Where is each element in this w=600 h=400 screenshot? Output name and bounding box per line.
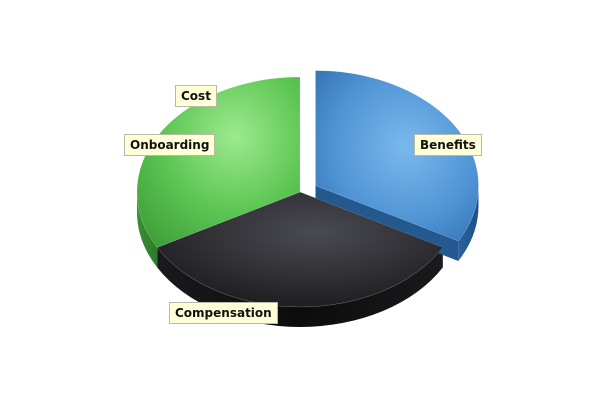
benefits-slice-side <box>458 185 479 261</box>
onboarding-label: Onboarding <box>124 134 216 156</box>
compensation-slice[interactable] <box>156 191 444 308</box>
benefits-slice[interactable] <box>315 70 479 242</box>
cost-slice-side <box>137 192 158 268</box>
benefits-label: Benefits <box>414 134 482 156</box>
cost-slice[interactable] <box>136 76 301 248</box>
cost-label: Cost <box>175 85 217 107</box>
compensation-label: Compensation <box>169 302 278 324</box>
